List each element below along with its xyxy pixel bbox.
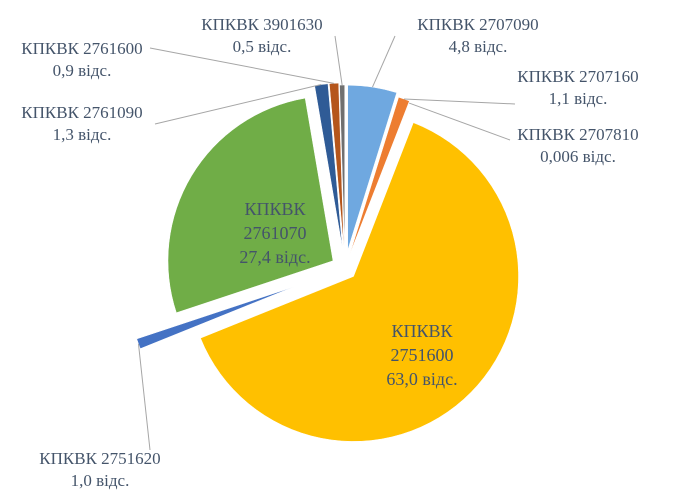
label-value: 4,8 відс. [448,37,508,56]
label-category: КПКВК 2751620 [39,449,161,468]
label-value: 1,1 відс. [548,89,608,108]
label-value: 0,006 відс. [540,147,616,166]
label-value: 27,4 відс. [239,247,311,267]
label-category: КПКВК 2707090 [417,15,539,34]
data-label: КПКВК 2707090 4,8 відс. [417,14,538,58]
leader-line [334,35,343,86]
label-category: КПКВК 2761070 [243,199,307,243]
leader-line [154,84,322,125]
data-label: КПКВК 2751600 63,0 відс. [372,319,472,391]
pie-slice [136,286,294,349]
leader-line [149,47,335,84]
label-category: КПКВК 2751600 [390,321,454,365]
pie-slice [167,97,334,314]
pie-slice [314,83,343,249]
data-label: КПКВК 2707160 1,1 відс. [517,66,638,110]
label-value: 0,9 відс. [52,61,112,80]
label-category: КПКВК 3901630 [201,15,323,34]
pie-slice [200,122,519,442]
data-label: КПКВК 2761070 27,4 відс. [225,197,325,269]
pie-slice [347,84,398,251]
label-value: 63,0 відс. [386,369,458,389]
label-value: 1,0 відс. [70,471,130,490]
data-label: КПКВК 2761600 0,9 відс. [21,38,142,82]
data-label: КПКВК 2707810 0,006 відс. [517,124,638,168]
pie-slice [329,82,345,249]
label-value: 1,3 відс. [52,125,112,144]
label-category: КПКВК 2761090 [21,103,143,122]
label-category: КПКВК 2761600 [21,39,143,58]
leader-line [408,102,511,141]
label-value: 0,5 відс. [232,37,292,56]
data-label: КПКВК 2761090 1,3 відс. [21,102,142,146]
leader-line [404,98,516,105]
leader-line [137,343,151,451]
data-label: КПКВК 2751620 1,0 відс. [39,448,160,492]
data-label: КПКВК 3901630 0,5 відс. [201,14,322,58]
label-category: КПКВК 2707810 [517,125,639,144]
label-category: КПКВК 2707160 [517,67,639,86]
leader-line [372,35,396,88]
